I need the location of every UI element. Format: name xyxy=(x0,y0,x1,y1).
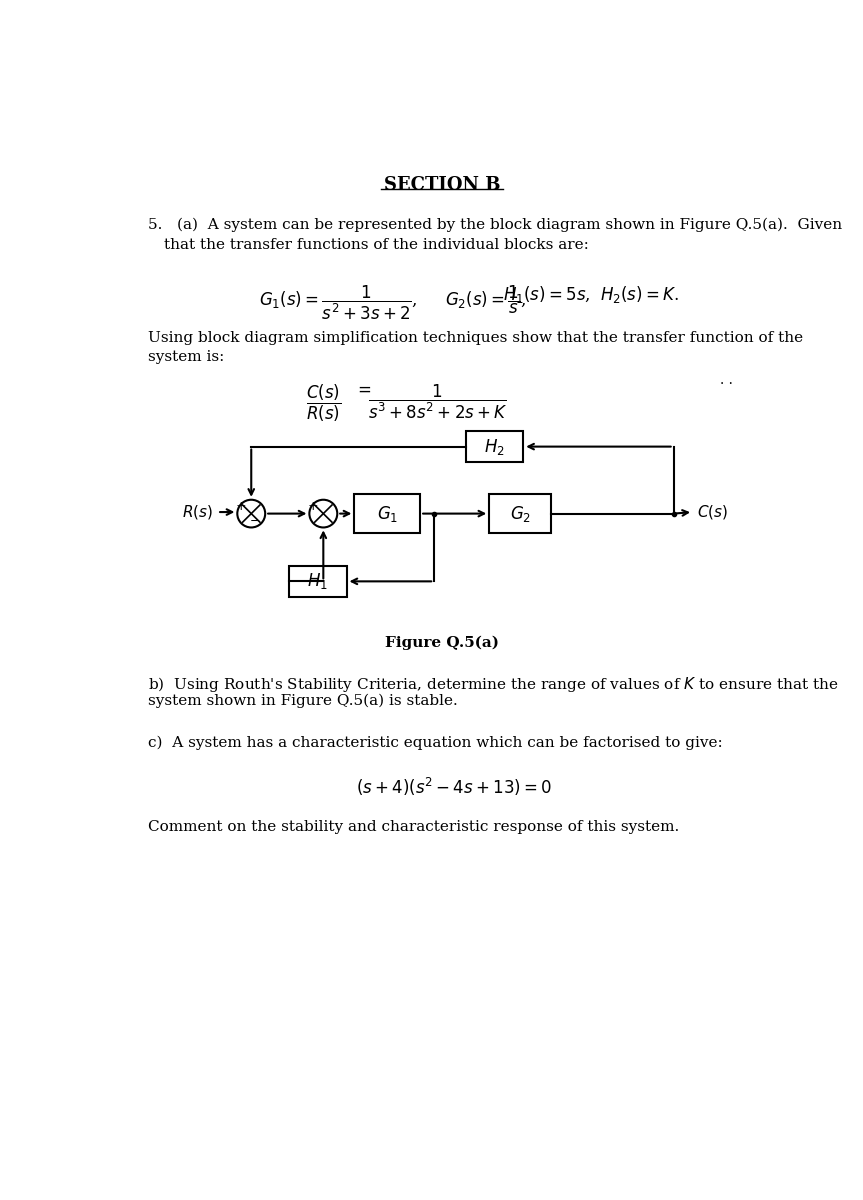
Text: . .: . . xyxy=(720,373,733,388)
Text: $G_2$: $G_2$ xyxy=(510,504,531,523)
Text: Figure Q.5(a): Figure Q.5(a) xyxy=(385,635,499,649)
Text: $G_1$: $G_1$ xyxy=(376,504,398,523)
Text: $\dfrac{C(s)}{R(s)}$: $\dfrac{C(s)}{R(s)}$ xyxy=(306,383,341,424)
Bar xyxy=(289,566,347,596)
Text: SECTION B: SECTION B xyxy=(384,176,501,194)
Text: $H_1$: $H_1$ xyxy=(307,571,328,592)
Text: b)  Using Routh's Stability Criteria, determine the range of values of $K$ to en: b) Using Routh's Stability Criteria, det… xyxy=(148,676,839,695)
Text: Using block diagram simplification techniques show that the transfer function of: Using block diagram simplification techn… xyxy=(148,331,803,346)
Text: $H_2(s) = K$.: $H_2(s) = K$. xyxy=(600,284,679,305)
Text: $G_1(s) = \dfrac{1}{s^2+3s+2}$,: $G_1(s) = \dfrac{1}{s^2+3s+2}$, xyxy=(259,284,418,323)
Text: 5.   (a)  A system can be represented by the block diagram shown in Figure Q.5(a: 5. (a) A system can be represented by th… xyxy=(148,217,842,232)
Text: $=$: $=$ xyxy=(355,380,372,397)
Text: $R(s)$: $R(s)$ xyxy=(181,503,212,521)
Bar xyxy=(489,494,551,533)
Text: system is:: system is: xyxy=(148,349,224,364)
Text: $\dfrac{1}{s^3+8s^2+2s+K}$: $\dfrac{1}{s^3+8s^2+2s+K}$ xyxy=(368,383,507,421)
Text: $H_2$: $H_2$ xyxy=(484,437,505,457)
Bar xyxy=(355,494,420,533)
Text: $(s+4)(s^2-4s+13)=0$: $(s+4)(s^2-4s+13)=0$ xyxy=(356,775,552,798)
Text: Comment on the stability and characteristic response of this system.: Comment on the stability and characteris… xyxy=(148,820,679,834)
Text: −: − xyxy=(250,515,261,528)
Text: system shown in Figure Q.5(a) is stable.: system shown in Figure Q.5(a) is stable. xyxy=(148,694,458,708)
Text: +: + xyxy=(236,500,247,514)
Bar xyxy=(466,431,523,462)
Text: c)  A system has a characteristic equation which can be factorised to give:: c) A system has a characteristic equatio… xyxy=(148,736,723,750)
Text: $C(s)$: $C(s)$ xyxy=(697,503,728,521)
Text: $H_1(s) = 5s$,: $H_1(s) = 5s$, xyxy=(503,284,590,305)
Text: that the transfer functions of the individual blocks are:: that the transfer functions of the indiv… xyxy=(164,238,589,252)
Text: $G_2(s) = \dfrac{1}{s}$,: $G_2(s) = \dfrac{1}{s}$, xyxy=(445,284,526,317)
Text: +: + xyxy=(308,500,318,514)
